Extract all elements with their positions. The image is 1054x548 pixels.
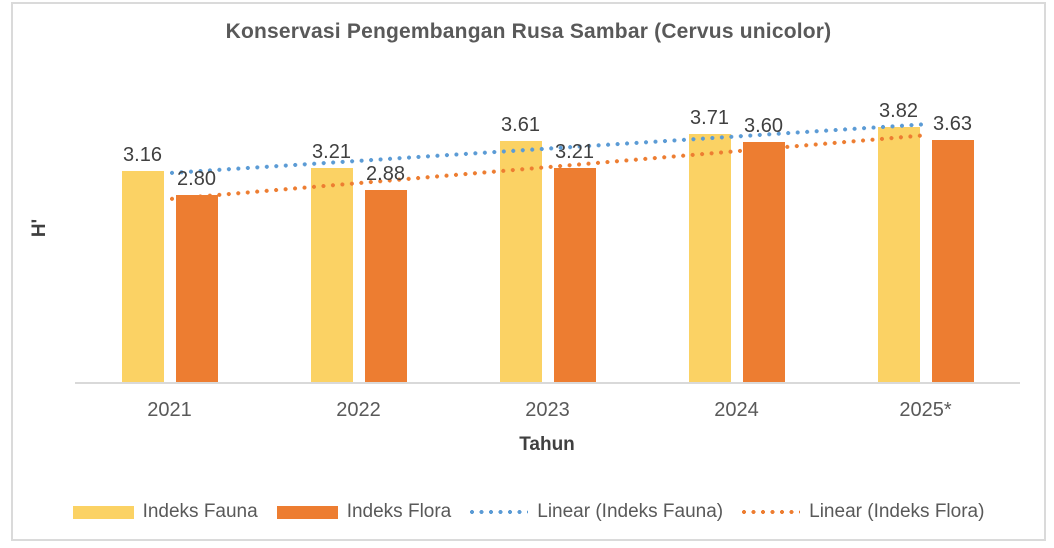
legend-item-linear-indeks-fauna: Linear (Indeks Fauna)	[470, 501, 723, 523]
legend-rect-swatch-indeks-fauna	[72, 505, 134, 519]
legend-label-indeks-fauna: Indeks Fauna	[142, 501, 258, 522]
legend-item-linear-indeks-flora: Linear (Indeks Flora)	[742, 501, 984, 523]
y-axis-title: H'	[29, 218, 50, 238]
legend-label-linear-indeks-fauna: Linear (Indeks Fauna)	[537, 501, 724, 522]
x-axis-line	[75, 382, 1020, 384]
legend-label-linear-indeks-flora: Linear (Indeks Flora)	[809, 501, 985, 522]
legend-item-indeks-flora: Indeks Flora	[276, 501, 452, 523]
legend-dotted-line-swatch-linear-indeks-flora	[742, 510, 801, 514]
x-axis-title: Tahun	[519, 434, 575, 455]
legend-item-indeks-fauna: Indeks Fauna	[72, 501, 258, 523]
legend-dotted-line-swatch-linear-indeks-fauna	[470, 510, 529, 514]
chart-frame	[11, 2, 1046, 541]
chart-title: Konservasi Pengembangan Rusa Sambar (Cer…	[225, 20, 832, 43]
legend-rect-swatch-indeks-flora	[276, 505, 338, 519]
legend-label-indeks-flora: Indeks Flora	[346, 501, 452, 522]
legend: Indeks Fauna Indeks Flora Linear (Indeks F…	[11, 499, 1046, 525]
